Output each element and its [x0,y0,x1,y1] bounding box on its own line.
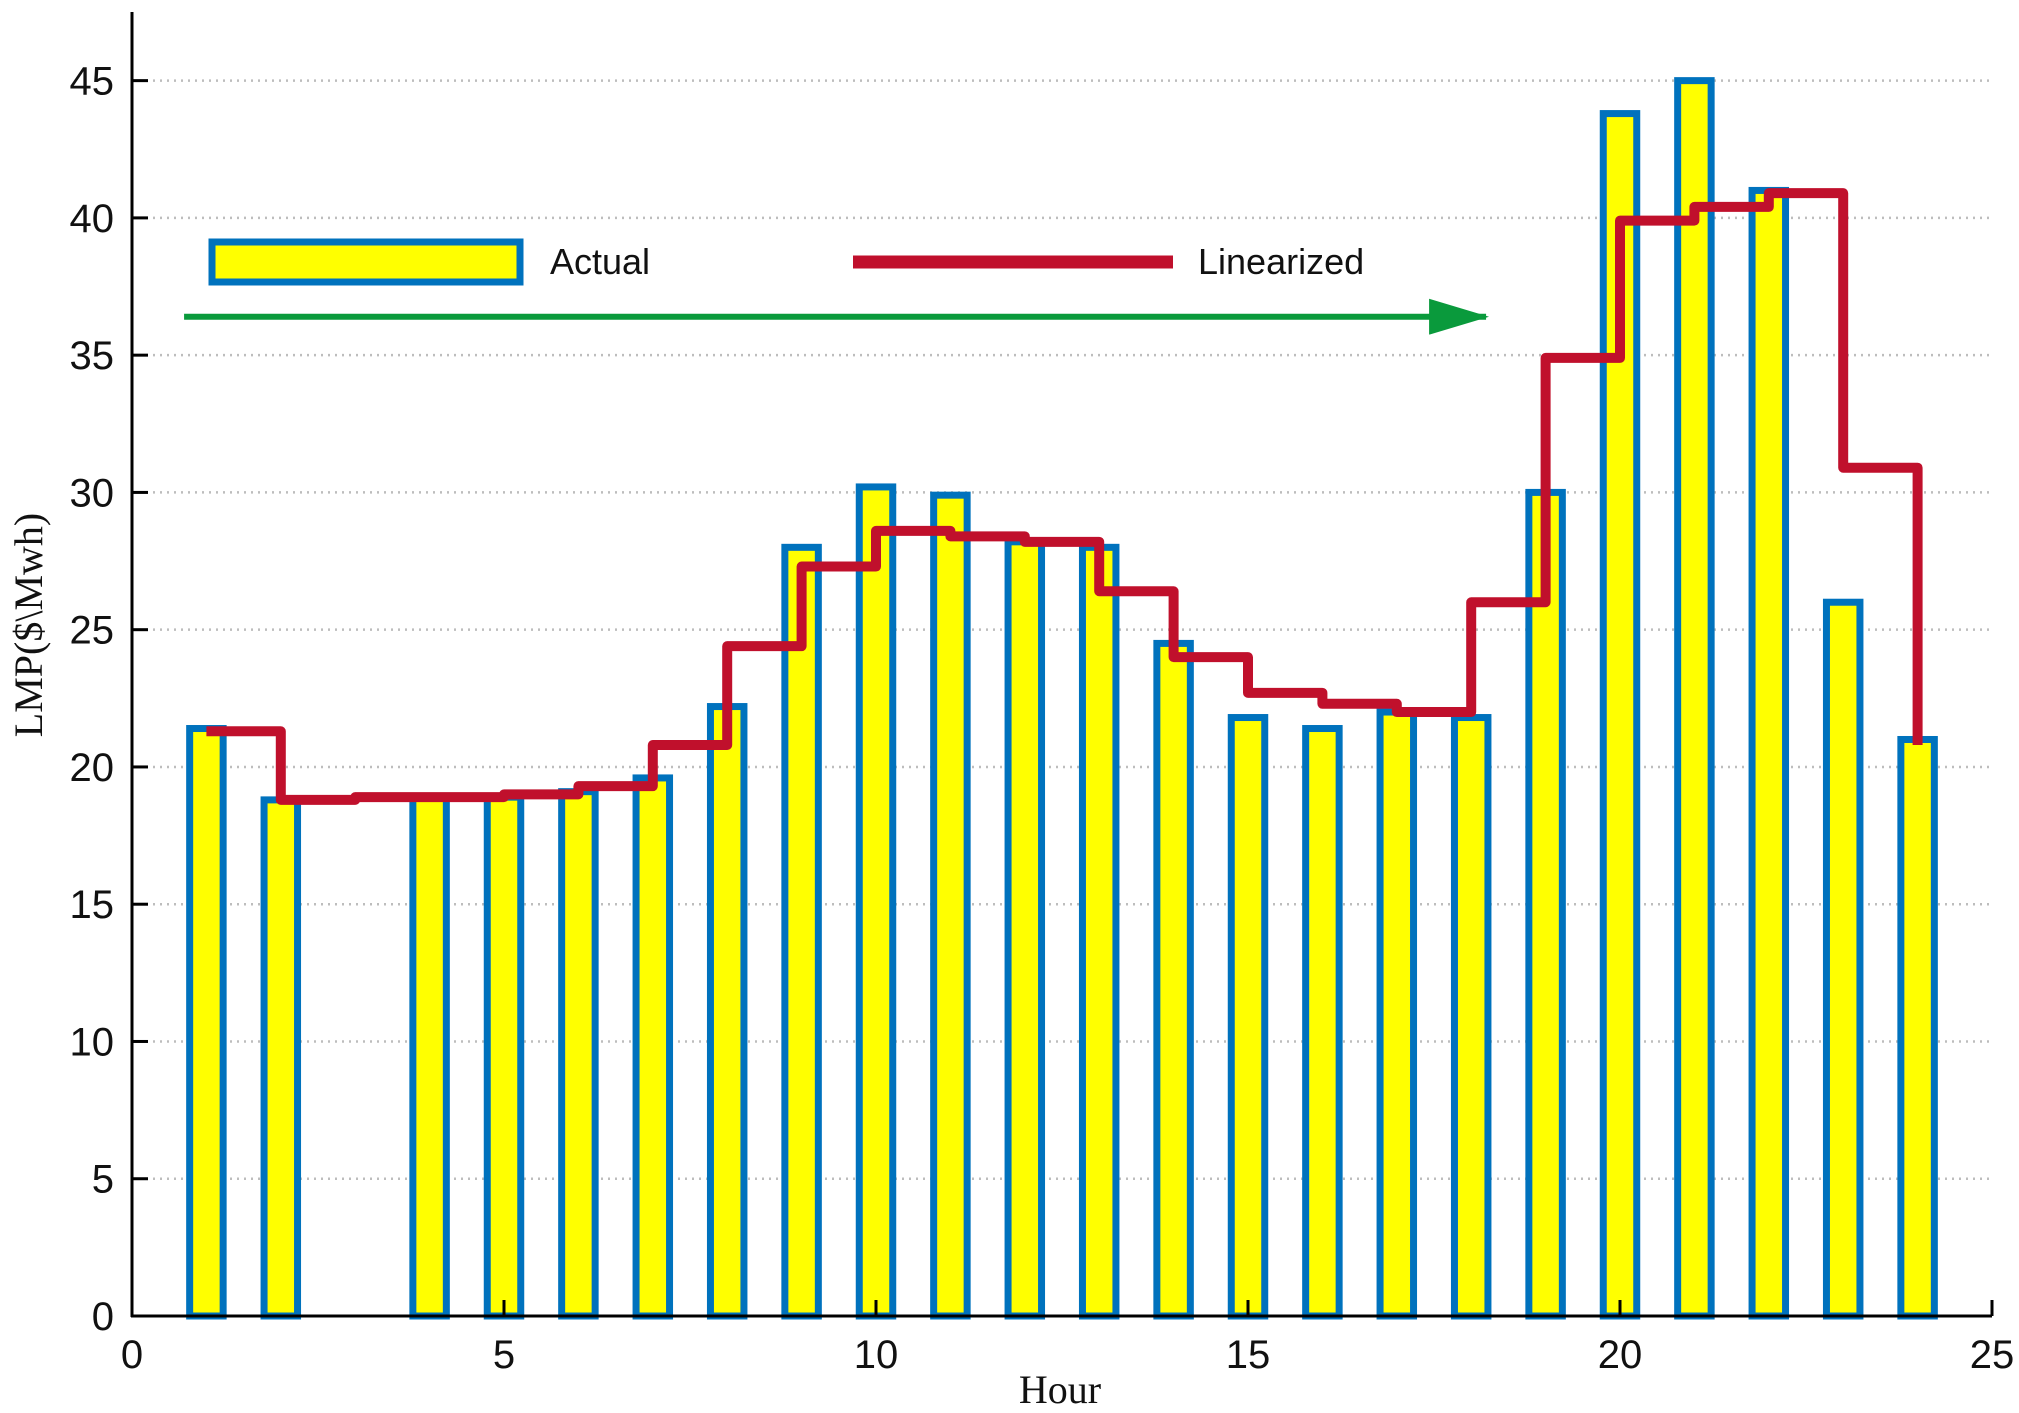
bar-actual [1822,598,1864,1320]
actual-bars [186,77,1938,1320]
y-tick-label: 10 [70,1020,115,1064]
y-axis-title: LMP($\Mwh) [6,513,51,737]
bar-actual [1748,186,1790,1320]
y-tick-label: 40 [70,197,115,241]
x-axis-title: Hour [1019,1367,1101,1412]
x-tick-label: 25 [1970,1333,2015,1377]
x-tick-label: 0 [121,1333,143,1377]
bar-actual [186,725,227,1320]
bar-actual [409,793,450,1320]
y-tick-label: 45 [70,60,115,104]
x-tick-label: 10 [854,1333,899,1377]
linearized-line-layer [206,188,1923,805]
legend: Actual Linearized [208,238,1364,286]
y-tick-label: 35 [70,334,115,378]
legend-actual-label: Actual [550,241,650,282]
legend-actual-swatch [208,238,524,286]
x-tick-label: 5 [493,1333,515,1377]
bar-actual [1078,543,1120,1320]
x-tick-label: 15 [1226,1333,1271,1377]
y-tick-label: 5 [92,1158,114,1202]
bar-actual [1897,735,1938,1320]
bar-actual [855,483,897,1320]
bar-actual [1227,714,1269,1320]
bar-actual [706,703,748,1320]
bar-actual [1302,725,1343,1320]
bar-actual [1450,714,1492,1320]
bar-actual [781,543,822,1320]
bar-actual [558,788,599,1320]
tick-labels: 0 5 10 15 20 25 0 5 10 15 20 25 30 35 40 45 [70,60,2015,1377]
y-tick-label: 30 [70,471,115,515]
bar-actual [260,796,302,1320]
bar-actual [1525,488,1566,1320]
bar-actual [1674,77,1715,1320]
y-tick-label: 25 [70,609,115,653]
axes [130,12,1994,1318]
y-tick-label: 0 [92,1295,114,1339]
y-tick-label: 20 [70,746,115,790]
bar-actual [1376,708,1418,1320]
legend-linearized-label: Linearized [1198,241,1364,282]
bar-actual [483,793,525,1320]
bar-actual [1153,639,1194,1320]
bar-actual [930,491,971,1320]
linearized-line [206,188,1923,805]
bar-actual [632,774,674,1320]
y-tick-label: 15 [70,883,115,927]
bar-actual [1004,538,1046,1320]
x-tick-label: 20 [1598,1333,1643,1377]
